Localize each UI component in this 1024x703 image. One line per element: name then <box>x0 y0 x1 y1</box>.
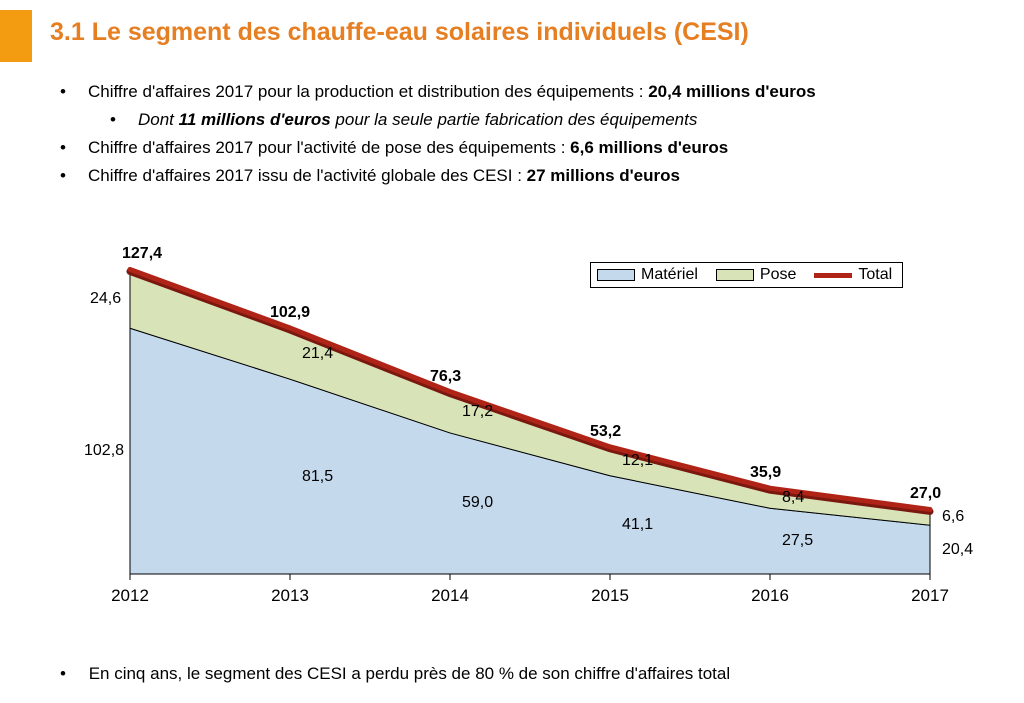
bullet-subitem: Dont 11 millions d'euros pour la seule p… <box>60 106 1000 134</box>
bullet-text: Chiffre d'affaires 2017 pour l'activité … <box>88 138 570 157</box>
label-materiel: 20,4 <box>942 541 973 559</box>
bullet-item: Chiffre d'affaires 2017 pour la producti… <box>60 78 1000 106</box>
x-axis-label: 2013 <box>271 586 309 606</box>
label-materiel: 41,1 <box>622 516 653 534</box>
bullet-list: Chiffre d'affaires 2017 pour la producti… <box>60 78 1000 190</box>
bullet-bold: 20,4 millions d'euros <box>648 82 816 101</box>
label-materiel: 102,8 <box>84 442 124 460</box>
x-axis-label: 2016 <box>751 586 789 606</box>
x-axis-label: 2017 <box>911 586 949 606</box>
chart-container: 127,424,6102,8102,921,481,576,317,259,05… <box>100 238 960 628</box>
legend-swatch-materiel <box>597 269 635 281</box>
legend-label-materiel: Matériel <box>641 266 698 284</box>
label-pose: 12,1 <box>622 452 653 470</box>
label-total: 27,0 <box>910 485 941 503</box>
label-total: 127,4 <box>122 245 162 263</box>
label-pose: 24,6 <box>90 290 121 308</box>
footer-text: En cinq ans, le segment des CESI a perdu… <box>89 664 730 683</box>
label-pose: 8,4 <box>782 489 804 507</box>
label-total: 102,9 <box>270 304 310 322</box>
legend-swatch-total <box>814 273 852 278</box>
bullet-text: Chiffre d'affaires 2017 issu de l'activi… <box>88 166 527 185</box>
label-pose: 17,2 <box>462 403 493 421</box>
label-total: 35,9 <box>750 464 781 482</box>
x-axis-label: 2012 <box>111 586 149 606</box>
bullet-bold: 6,6 millions d'euros <box>570 138 728 157</box>
section-title: 3.1 Le segment des chauffe-eau solaires … <box>50 18 749 47</box>
bullet-text: Chiffre d'affaires 2017 pour la producti… <box>88 82 648 101</box>
bullet-item: Chiffre d'affaires 2017 pour l'activité … <box>60 134 1000 162</box>
bullet-bold: 11 millions d'euros <box>179 110 331 129</box>
label-materiel: 59,0 <box>462 494 493 512</box>
accent-bar <box>0 10 32 62</box>
x-axis-label: 2014 <box>431 586 469 606</box>
bullet-text: Dont <box>138 110 179 129</box>
bullet-text: pour la seule partie fabrication des équ… <box>331 110 698 129</box>
label-total: 53,2 <box>590 423 621 441</box>
x-axis-label: 2015 <box>591 586 629 606</box>
chart-legend: Matériel Pose Total <box>590 262 903 288</box>
footer-bullet: En cinq ans, le segment des CESI a perdu… <box>60 664 730 684</box>
label-pose: 21,4 <box>302 345 333 363</box>
legend-label-total: Total <box>858 266 892 284</box>
bullet-bold: 27 millions d'euros <box>527 166 680 185</box>
legend-swatch-pose <box>716 269 754 281</box>
label-total: 76,3 <box>430 368 461 386</box>
label-pose: 6,6 <box>942 508 964 526</box>
label-materiel: 81,5 <box>302 468 333 486</box>
stacked-area-chart <box>100 238 960 598</box>
bullet-item: Chiffre d'affaires 2017 issu de l'activi… <box>60 162 1000 190</box>
label-materiel: 27,5 <box>782 532 813 550</box>
legend-label-pose: Pose <box>760 266 796 284</box>
